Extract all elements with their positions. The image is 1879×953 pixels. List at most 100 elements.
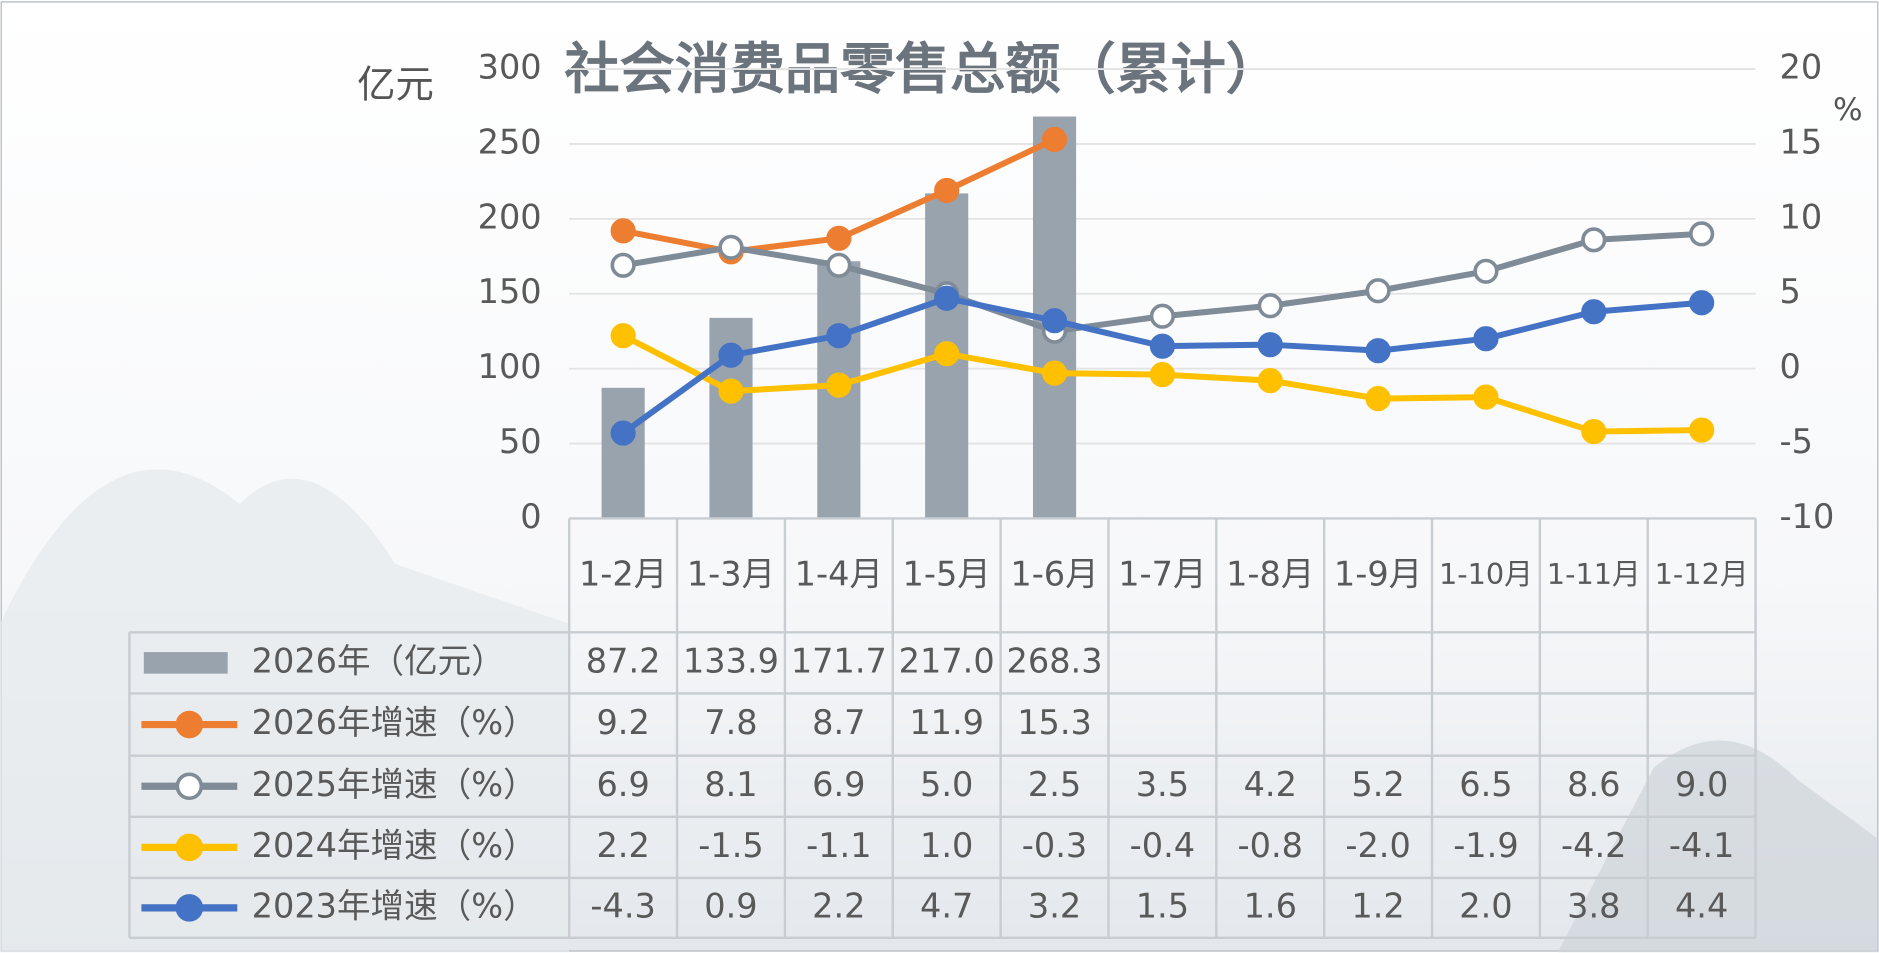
data-label: 8.6 [1567,765,1620,804]
marker [1041,360,1068,386]
landscape [0,469,570,953]
marker [934,341,960,367]
y-tick-label: 50 [499,422,542,461]
data-label: 6.5 [1459,765,1512,804]
data-label: -0.8 [1238,826,1303,865]
data-label: -4.2 [1561,826,1626,865]
marker [1473,326,1499,352]
marker [718,342,744,368]
marker [1257,332,1283,358]
marker [826,252,852,278]
marker [1581,227,1607,253]
legend-label: 2024年增速（%） [252,826,537,865]
x-tick-label: 1-5月 [903,554,991,593]
data-label: 3.5 [1136,765,1189,804]
data-label: 1.0 [920,826,973,865]
marker [610,323,636,349]
x-tick-label: 1-9月 [1334,554,1422,593]
data-label: 5.2 [1351,765,1404,804]
x-tick-label: 1-12月 [1655,557,1749,591]
marker [1365,386,1391,412]
data-label: 8.1 [704,765,757,804]
data-label: 2.5 [1028,765,1081,804]
marker [826,372,852,398]
data-label: 6.9 [596,765,649,804]
y2-tick-label: 0 [1780,347,1801,386]
data-label: 1.2 [1351,886,1404,925]
data-label: 171.7 [791,641,887,680]
data-label: 11.9 [909,703,984,742]
legend-swatch [175,894,204,922]
data-label: -2.0 [1345,826,1410,865]
marker [1041,308,1068,334]
marker [934,177,960,203]
marker [610,420,636,446]
data-label: 3.8 [1567,886,1620,925]
data-label: 268.3 [1007,641,1103,680]
y-tick-label: 0 [520,497,541,536]
marker [1149,303,1175,329]
y2-tick-label: 5 [1780,272,1801,311]
x-tick-label: 1-4月 [795,554,883,593]
marker [1473,384,1499,410]
marker [1473,258,1499,284]
data-label: 8.7 [812,703,865,742]
data-label: 7.8 [704,703,757,742]
y-tick-label: 150 [478,272,542,311]
data-label: 4.2 [1244,765,1297,804]
marker [1257,368,1283,394]
data-label: 2.2 [812,886,865,925]
data-label: 9.2 [596,703,649,742]
data-label: -0.4 [1130,826,1195,865]
marker [610,252,636,278]
data-label: 9.0 [1675,765,1728,804]
legend-swatch [175,772,204,801]
x-tick-label: 1-11月 [1547,557,1641,591]
marker [1689,417,1715,443]
marker [826,323,852,349]
x-tick-label: 1-10月 [1439,557,1533,591]
data-label: 15.3 [1017,703,1092,742]
legend-swatch [175,710,204,739]
data-label: -4.1 [1669,826,1734,865]
data-label: 2.2 [596,826,649,865]
marker [1689,221,1715,247]
data-label: -4.3 [590,886,655,925]
legend-label: 2026年增速（%） [252,703,537,742]
y2-tick-label: 15 [1780,122,1823,161]
marker [610,218,636,244]
y-tick-label: 250 [478,122,542,161]
x-tick-label: 1-8月 [1226,554,1314,593]
y2-tick-label: -5 [1780,422,1813,461]
data-label: 0.9 [704,886,757,925]
x-tick-label: 1-7月 [1118,554,1206,593]
legend-label: 2023年增速（%） [252,886,537,925]
y2-tick-label: 20 [1780,48,1823,87]
data-label: 4.4 [1675,886,1728,925]
marker [1257,293,1283,319]
marker [1041,126,1068,153]
marker [934,285,960,311]
data-label: -1.9 [1453,826,1518,865]
x-tick-label: 1-2月 [579,554,667,593]
y-tick-label: 300 [478,48,542,87]
legend-label: 2025年增速（%） [252,765,537,804]
data-label: 133.9 [683,641,779,680]
data-label: 2.0 [1459,886,1512,925]
y-tick-label: 200 [478,197,542,236]
marker [826,225,852,251]
y-tick-label: 100 [478,347,542,386]
data-label: 1.5 [1136,886,1189,925]
legend-swatch [143,652,228,674]
data-label: 87.2 [586,641,661,680]
marker [1689,290,1715,316]
data-label: 6.9 [812,765,865,804]
data-label: -1.5 [698,826,763,865]
y-axis-label: 亿元 [357,63,434,108]
y2-tick-label: -10 [1780,497,1835,536]
y2-tick-label: 10 [1780,197,1823,236]
legend-label: 2026年（亿元） [252,641,505,680]
marker [718,234,744,260]
